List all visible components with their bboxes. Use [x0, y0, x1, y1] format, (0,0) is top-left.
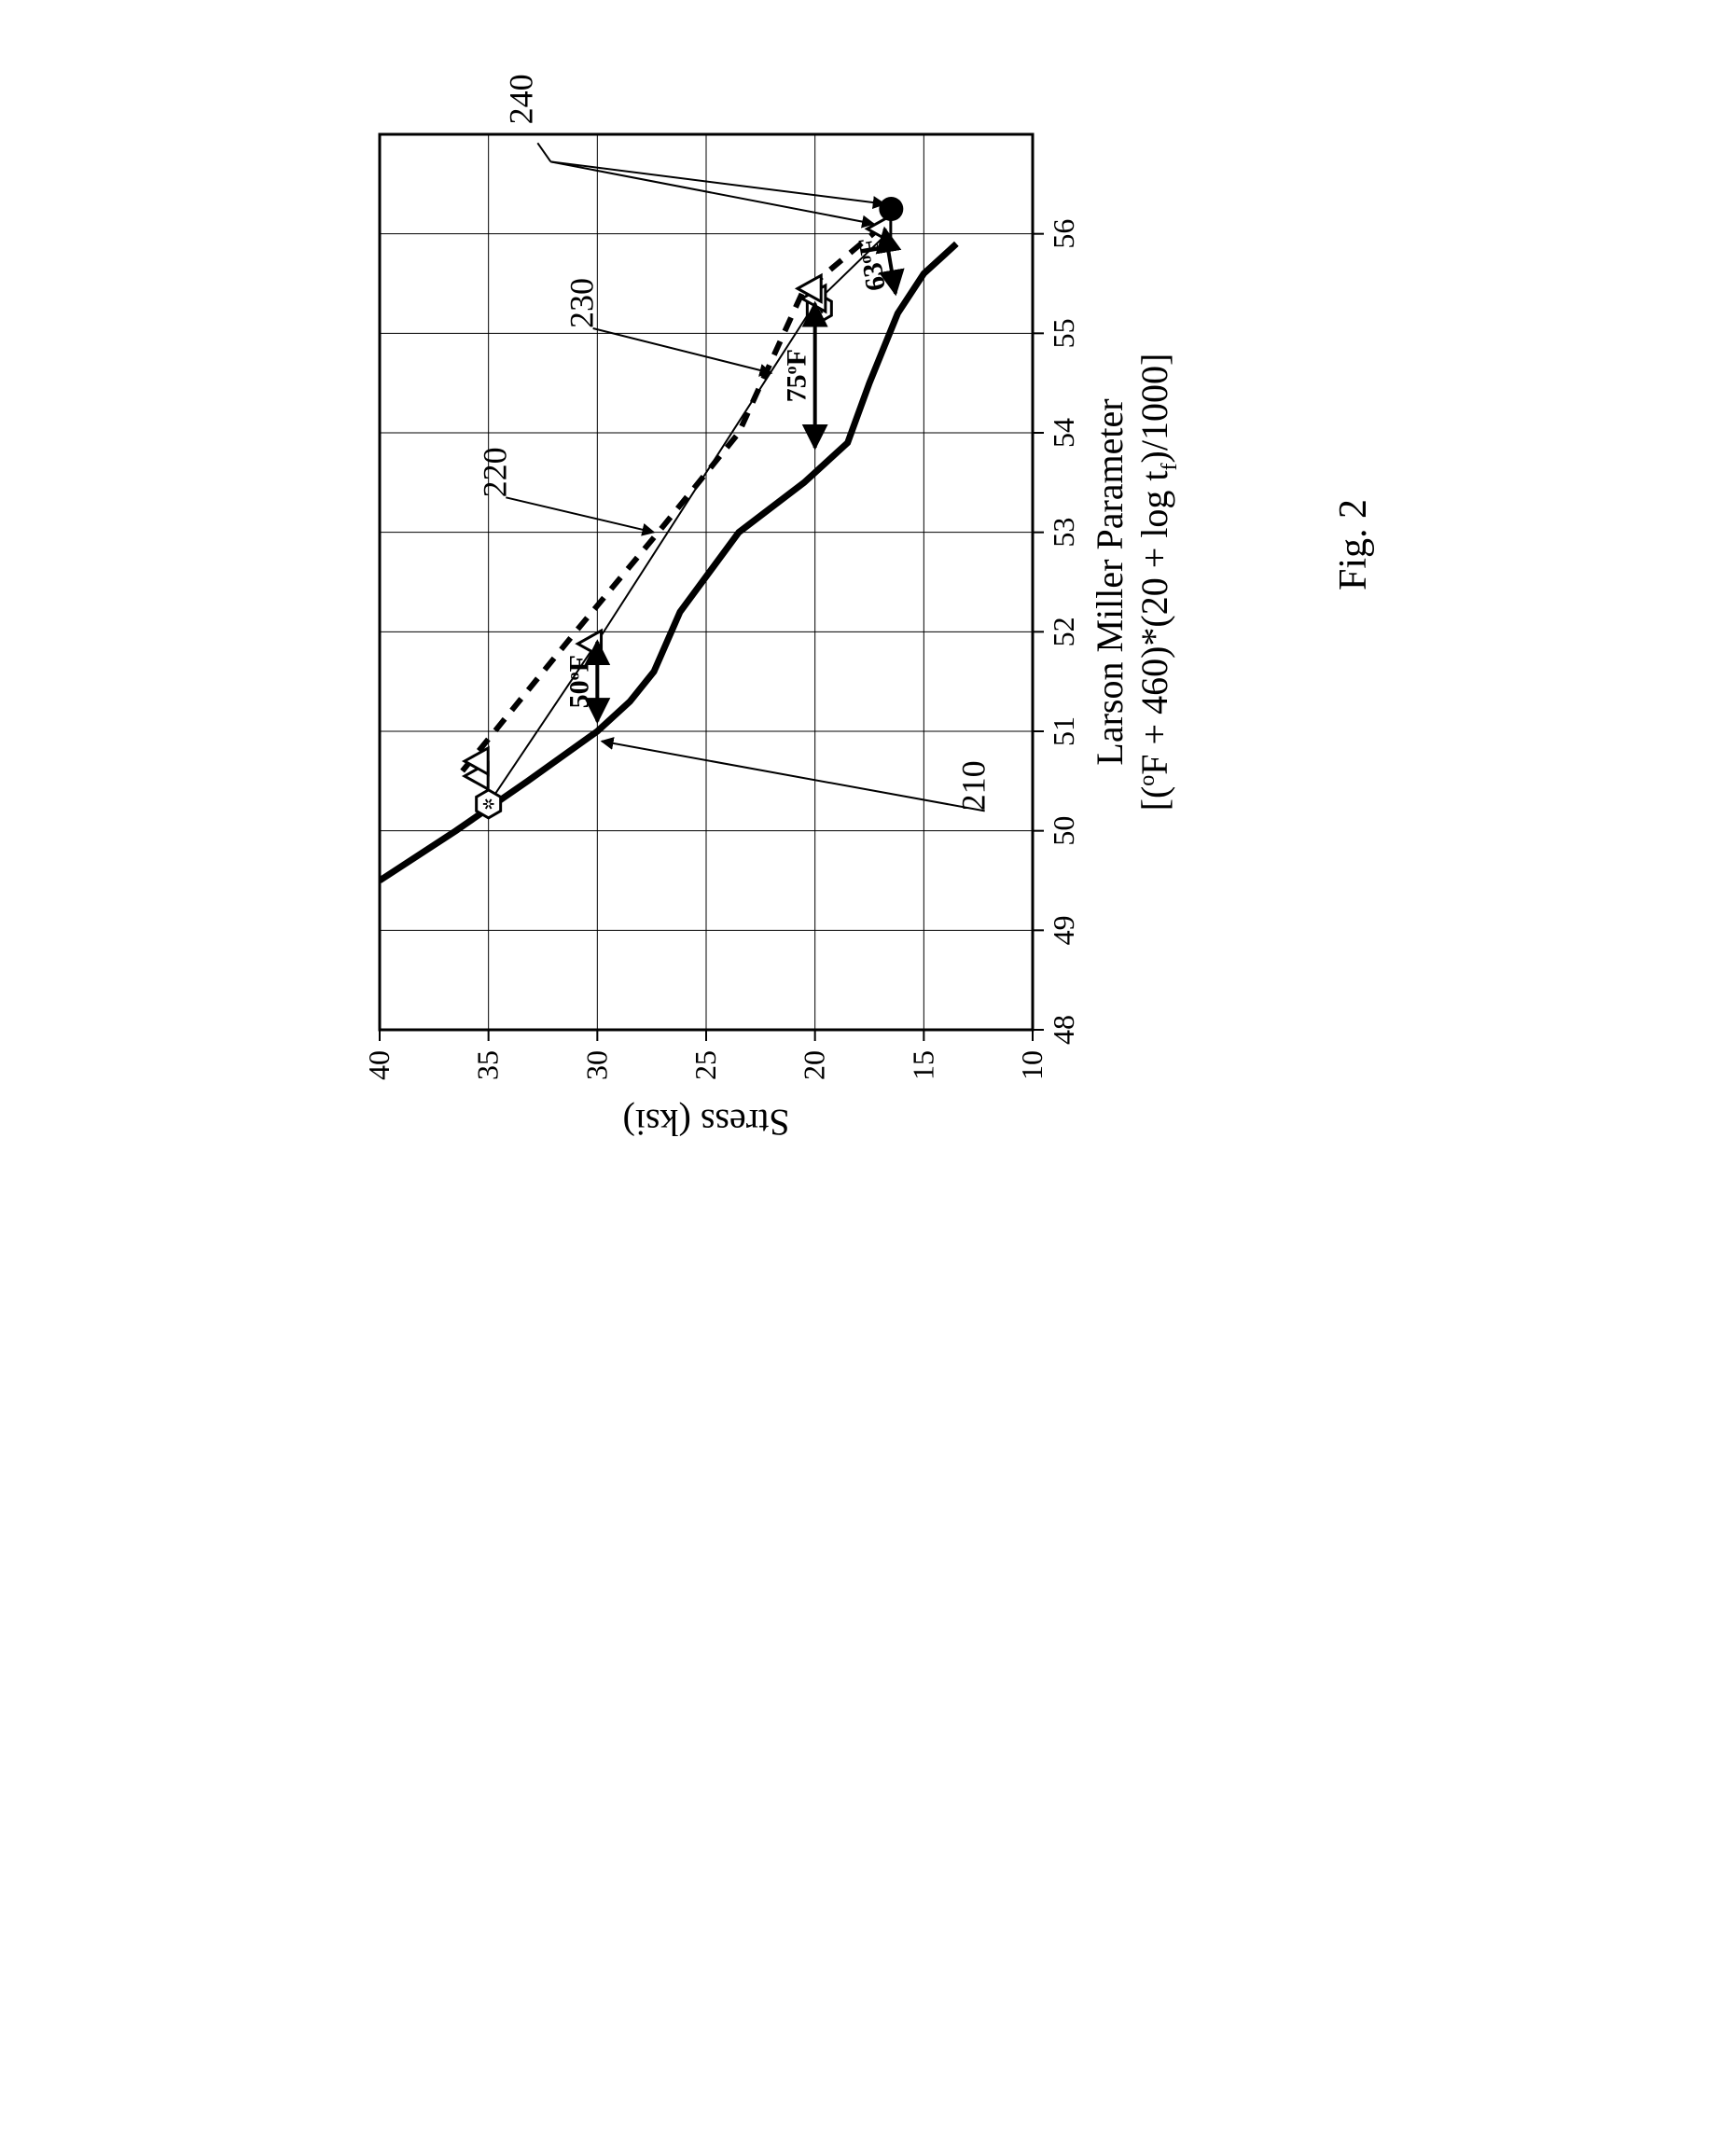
svg-text:40: 40 — [362, 1050, 396, 1080]
svg-text:220: 220 — [476, 447, 513, 497]
figure-caption: Fig. 2 — [1331, 499, 1376, 590]
larson-miller-chart: 48 49 50 51 52 53 54 55 56 10 15 20 25 30 35 40 Larson M… — [361, 0, 1312, 1151]
svg-text:Larson Miller Parameter: Larson Miller Parameter — [1089, 398, 1131, 765]
svg-text:10: 10 — [1015, 1050, 1049, 1080]
figure: 48 49 50 51 52 53 54 55 56 10 15 20 25 30 35 40 Larson M… — [361, 0, 1376, 1104]
svg-text:15: 15 — [906, 1050, 939, 1080]
svg-text:240: 240 — [502, 74, 539, 124]
svg-text:50oF: 50oF — [563, 655, 594, 708]
svg-text:52: 52 — [1047, 617, 1080, 646]
svg-text:Stress (ksi): Stress (ksi) — [622, 1102, 789, 1144]
svg-text:✲: ✲ — [481, 798, 497, 810]
svg-text:35: 35 — [470, 1050, 504, 1080]
svg-text:48: 48 — [1047, 1015, 1080, 1045]
svg-text:50: 50 — [1047, 816, 1080, 846]
svg-text:[(oF + 460)*(20 + log tf)/1000: [(oF + 460)*(20 + log tf)/1000] — [1133, 354, 1182, 812]
svg-text:56: 56 — [1047, 219, 1080, 249]
svg-text:49: 49 — [1047, 915, 1080, 945]
svg-text:25: 25 — [688, 1050, 722, 1080]
svg-text:30: 30 — [579, 1050, 613, 1080]
svg-text:75oF: 75oF — [781, 349, 812, 402]
page: 48 49 50 51 52 53 54 55 56 10 15 20 25 30 35 40 Larson M… — [361, 0, 1376, 1104]
svg-text:210: 210 — [954, 760, 992, 811]
svg-text:53: 53 — [1047, 518, 1080, 548]
svg-text:55: 55 — [1047, 318, 1080, 348]
svg-text:20: 20 — [797, 1050, 830, 1080]
svg-text:54: 54 — [1047, 418, 1080, 448]
svg-text:230: 230 — [562, 278, 600, 328]
svg-text:51: 51 — [1047, 716, 1080, 746]
